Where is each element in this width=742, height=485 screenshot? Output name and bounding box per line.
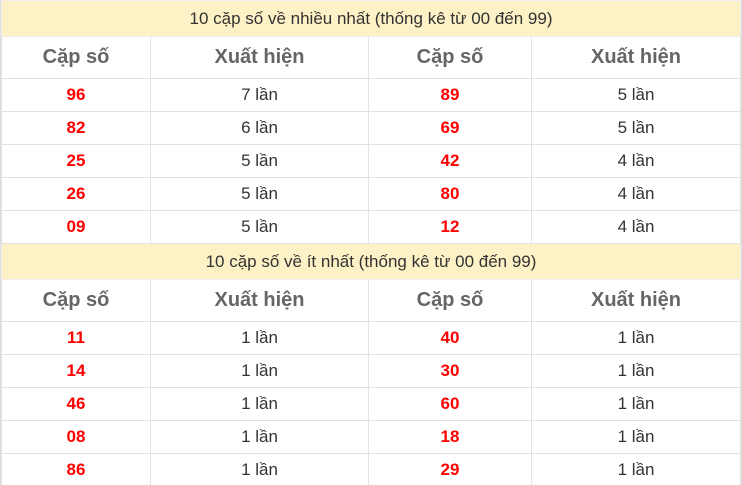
pair-cell: 11 [1, 321, 151, 355]
count-cell: 4 lần [531, 144, 741, 178]
pair-cell: 08 [1, 420, 151, 454]
pair-cell: 80 [368, 177, 532, 211]
pair-cell: 89 [368, 78, 532, 112]
column-header-pair: Cặp số [1, 36, 151, 79]
header-row: Cặp số Xuất hiện Cặp số Xuất hiện [1, 36, 741, 79]
pair-cell: 42 [368, 144, 532, 178]
table-row: 96 7 lần 89 5 lần [1, 78, 741, 112]
pair-cell: 86 [1, 453, 151, 485]
table-row: 46 1 lần 60 1 lần [1, 387, 741, 421]
table-row: 82 6 lần 69 5 lần [1, 111, 741, 145]
count-cell: 1 lần [150, 321, 369, 355]
pair-cell: 40 [368, 321, 532, 355]
pair-cell: 69 [368, 111, 532, 145]
column-header-count: Xuất hiện [531, 279, 741, 322]
column-header-pair: Cặp số [368, 36, 532, 79]
pair-cell: 14 [1, 354, 151, 388]
pair-cell: 60 [368, 387, 532, 421]
count-cell: 5 lần [531, 111, 741, 145]
pair-cell: 18 [368, 420, 532, 454]
section-title: 10 cặp số về nhiều nhất (thống kê từ 00 … [1, 0, 741, 37]
count-cell: 6 lần [150, 111, 369, 145]
count-cell: 5 lần [150, 177, 369, 211]
header-row: Cặp số Xuất hiện Cặp số Xuất hiện [1, 279, 741, 322]
pair-cell: 82 [1, 111, 151, 145]
pair-cell: 12 [368, 210, 532, 244]
count-cell: 1 lần [150, 420, 369, 454]
section-title: 10 cặp số về ít nhất (thống kê từ 00 đến… [1, 243, 741, 280]
pair-cell: 46 [1, 387, 151, 421]
pair-cell: 30 [368, 354, 532, 388]
pair-cell: 25 [1, 144, 151, 178]
count-cell: 1 lần [531, 321, 741, 355]
count-cell: 1 lần [150, 354, 369, 388]
section-title-row: 10 cặp số về ít nhất (thống kê từ 00 đến… [1, 243, 741, 280]
count-cell: 1 lần [531, 354, 741, 388]
count-cell: 5 lần [150, 210, 369, 244]
table-row: 11 1 lần 40 1 lần [1, 321, 741, 355]
pair-cell: 26 [1, 177, 151, 211]
table-row: 25 5 lần 42 4 lần [1, 144, 741, 178]
count-cell: 1 lần [531, 453, 741, 485]
count-cell: 1 lần [531, 387, 741, 421]
count-cell: 1 lần [150, 387, 369, 421]
table-row: 08 1 lần 18 1 lần [1, 420, 741, 454]
column-header-count: Xuất hiện [531, 36, 741, 79]
table-row: 26 5 lần 80 4 lần [1, 177, 741, 211]
count-cell: 5 lần [531, 78, 741, 112]
count-cell: 4 lần [531, 177, 741, 211]
section-title-row: 10 cặp số về nhiều nhất (thống kê từ 00 … [1, 0, 741, 37]
pair-cell: 96 [1, 78, 151, 112]
column-header-pair: Cặp số [368, 279, 532, 322]
count-cell: 7 lần [150, 78, 369, 112]
table-row: 86 1 lần 29 1 lần [1, 453, 741, 485]
column-header-count: Xuất hiện [150, 36, 369, 79]
count-cell: 1 lần [531, 420, 741, 454]
count-cell: 5 lần [150, 144, 369, 178]
table-row: 14 1 lần 30 1 lần [1, 354, 741, 388]
column-header-pair: Cặp số [1, 279, 151, 322]
count-cell: 4 lần [531, 210, 741, 244]
count-cell: 1 lần [150, 453, 369, 485]
table-row: 09 5 lần 12 4 lần [1, 210, 741, 244]
pair-cell: 09 [1, 210, 151, 244]
pair-cell: 29 [368, 453, 532, 485]
column-header-count: Xuất hiện [150, 279, 369, 322]
